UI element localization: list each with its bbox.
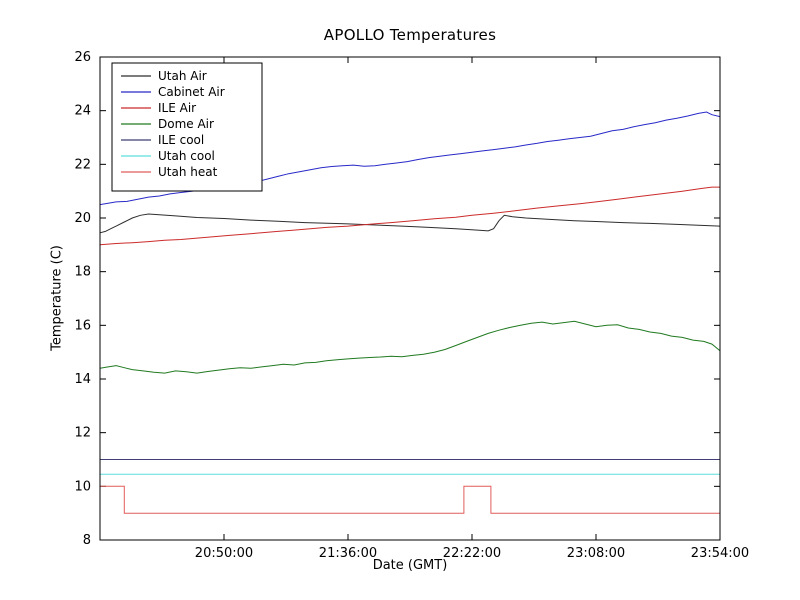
legend-label: ILE cool <box>158 133 204 147</box>
x-tick-label: 23:54:00 <box>691 546 749 561</box>
legend-label: Utah heat <box>158 165 218 179</box>
legend-label: Utah Air <box>158 69 207 83</box>
x-tick-label: 21:36:00 <box>319 546 377 561</box>
axes-frame <box>99 56 721 541</box>
y-tick-label: 26 <box>74 50 91 65</box>
chart-title: APOLLO Temperatures <box>323 26 497 44</box>
y-tick-label: 20 <box>74 211 91 226</box>
series-line-utah-heat <box>100 485 720 514</box>
y-tick-label: 10 <box>74 479 91 494</box>
legend-label: Dome Air <box>158 117 214 131</box>
y-tick-label: 14 <box>74 372 91 387</box>
legend-label: ILE Air <box>158 101 196 115</box>
series-line-utah-air <box>99 213 721 234</box>
legend-label: Cabinet Air <box>158 85 225 99</box>
x-tick-label: 23:08:00 <box>567 546 625 561</box>
y-tick-label: 16 <box>74 318 91 333</box>
legend-label: Utah cool <box>158 149 215 163</box>
y-tick-label: 24 <box>74 104 91 119</box>
x-tick-label: 22:22:00 <box>443 546 501 561</box>
series-line-ile-air <box>99 186 720 246</box>
y-tick-label: 12 <box>74 426 91 441</box>
y-tick-label: 18 <box>74 265 91 280</box>
series-line-dome-air <box>99 320 721 374</box>
x-tick-label: 20:50:00 <box>195 546 253 561</box>
y-tick-label: 22 <box>74 157 91 172</box>
x-axis-label: Date (GMT) <box>372 558 448 573</box>
legend-box <box>111 62 263 192</box>
y-tick-label: 8 <box>83 533 91 548</box>
